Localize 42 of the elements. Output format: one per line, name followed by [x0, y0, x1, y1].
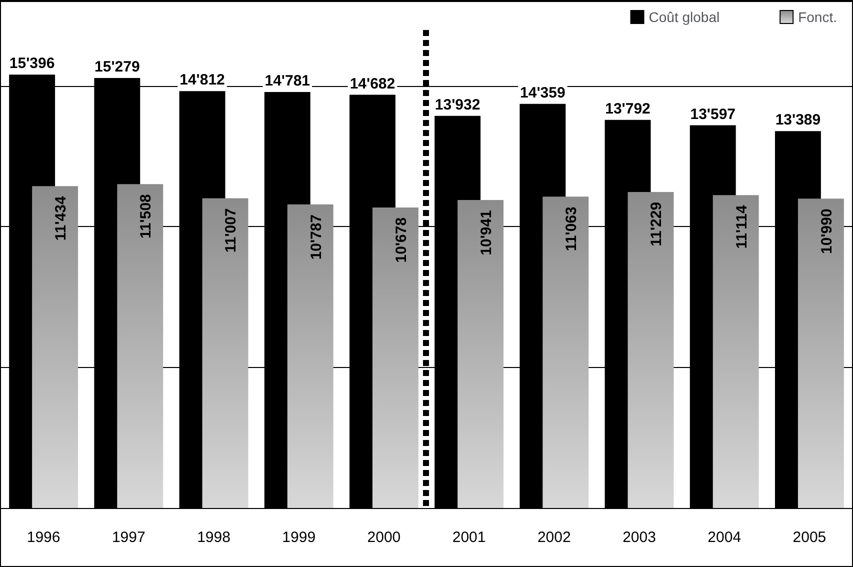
bar — [542, 196, 589, 508]
legend-label: Fonct. — [798, 9, 838, 25]
x-tick-label: 1999 — [282, 529, 316, 546]
data-label: 10'787 — [308, 214, 325, 260]
x-tick-label: 2002 — [537, 529, 571, 546]
bar — [32, 186, 78, 508]
x-tick-label: 2000 — [367, 529, 401, 546]
bar — [458, 200, 504, 508]
x-tick-label: 1997 — [112, 529, 146, 546]
data-label: 11'114 — [733, 204, 750, 249]
x-tick-label: 1998 — [197, 529, 230, 546]
legend-label: Coût global — [648, 9, 720, 25]
bar — [628, 192, 674, 508]
bar — [798, 198, 844, 508]
x-tick-label: 2004 — [708, 529, 742, 546]
data-label: 13'932 — [434, 96, 480, 114]
data-label: 14'781 — [264, 72, 310, 90]
bar — [202, 198, 248, 508]
data-label: 13'389 — [775, 112, 821, 129]
bar — [372, 207, 418, 508]
data-label: 15'396 — [9, 55, 55, 72]
x-tick-label: 2003 — [622, 529, 656, 546]
data-label: 11'063 — [563, 206, 580, 252]
data-label: 11'508 — [138, 194, 155, 239]
x-tick-label: 1996 — [26, 529, 60, 546]
data-label: 13'597 — [690, 106, 736, 123]
data-label: 14'359 — [520, 84, 566, 102]
data-label: 11'007 — [222, 208, 240, 253]
x-tick-label: 2001 — [452, 529, 486, 546]
data-label: 15'279 — [94, 58, 140, 76]
x-tick-label: 2005 — [792, 529, 826, 546]
data-label: 10'941 — [478, 210, 496, 256]
data-label: 14'812 — [180, 72, 225, 89]
data-label: 10'678 — [392, 217, 410, 263]
data-label: 11'434 — [52, 196, 70, 241]
bar — [117, 184, 164, 508]
data-label: 14'682 — [350, 75, 396, 92]
bar — [287, 204, 334, 508]
bar — [712, 195, 759, 508]
data-label: 10'990 — [818, 208, 836, 254]
data-label: 13'792 — [605, 100, 650, 118]
data-label: 11'229 — [648, 202, 666, 246]
